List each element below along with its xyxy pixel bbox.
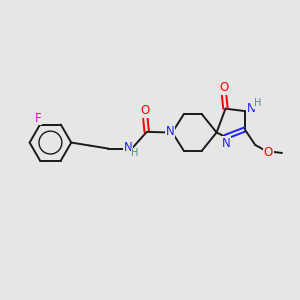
- Text: O: O: [141, 104, 150, 117]
- Text: H: H: [131, 148, 139, 158]
- Text: O: O: [219, 81, 229, 94]
- Text: N: N: [124, 141, 132, 154]
- Text: N: N: [246, 102, 255, 115]
- Text: O: O: [264, 146, 273, 159]
- Text: N: N: [166, 125, 175, 138]
- Text: N: N: [222, 137, 230, 150]
- Text: H: H: [254, 98, 261, 108]
- Text: F: F: [35, 112, 42, 124]
